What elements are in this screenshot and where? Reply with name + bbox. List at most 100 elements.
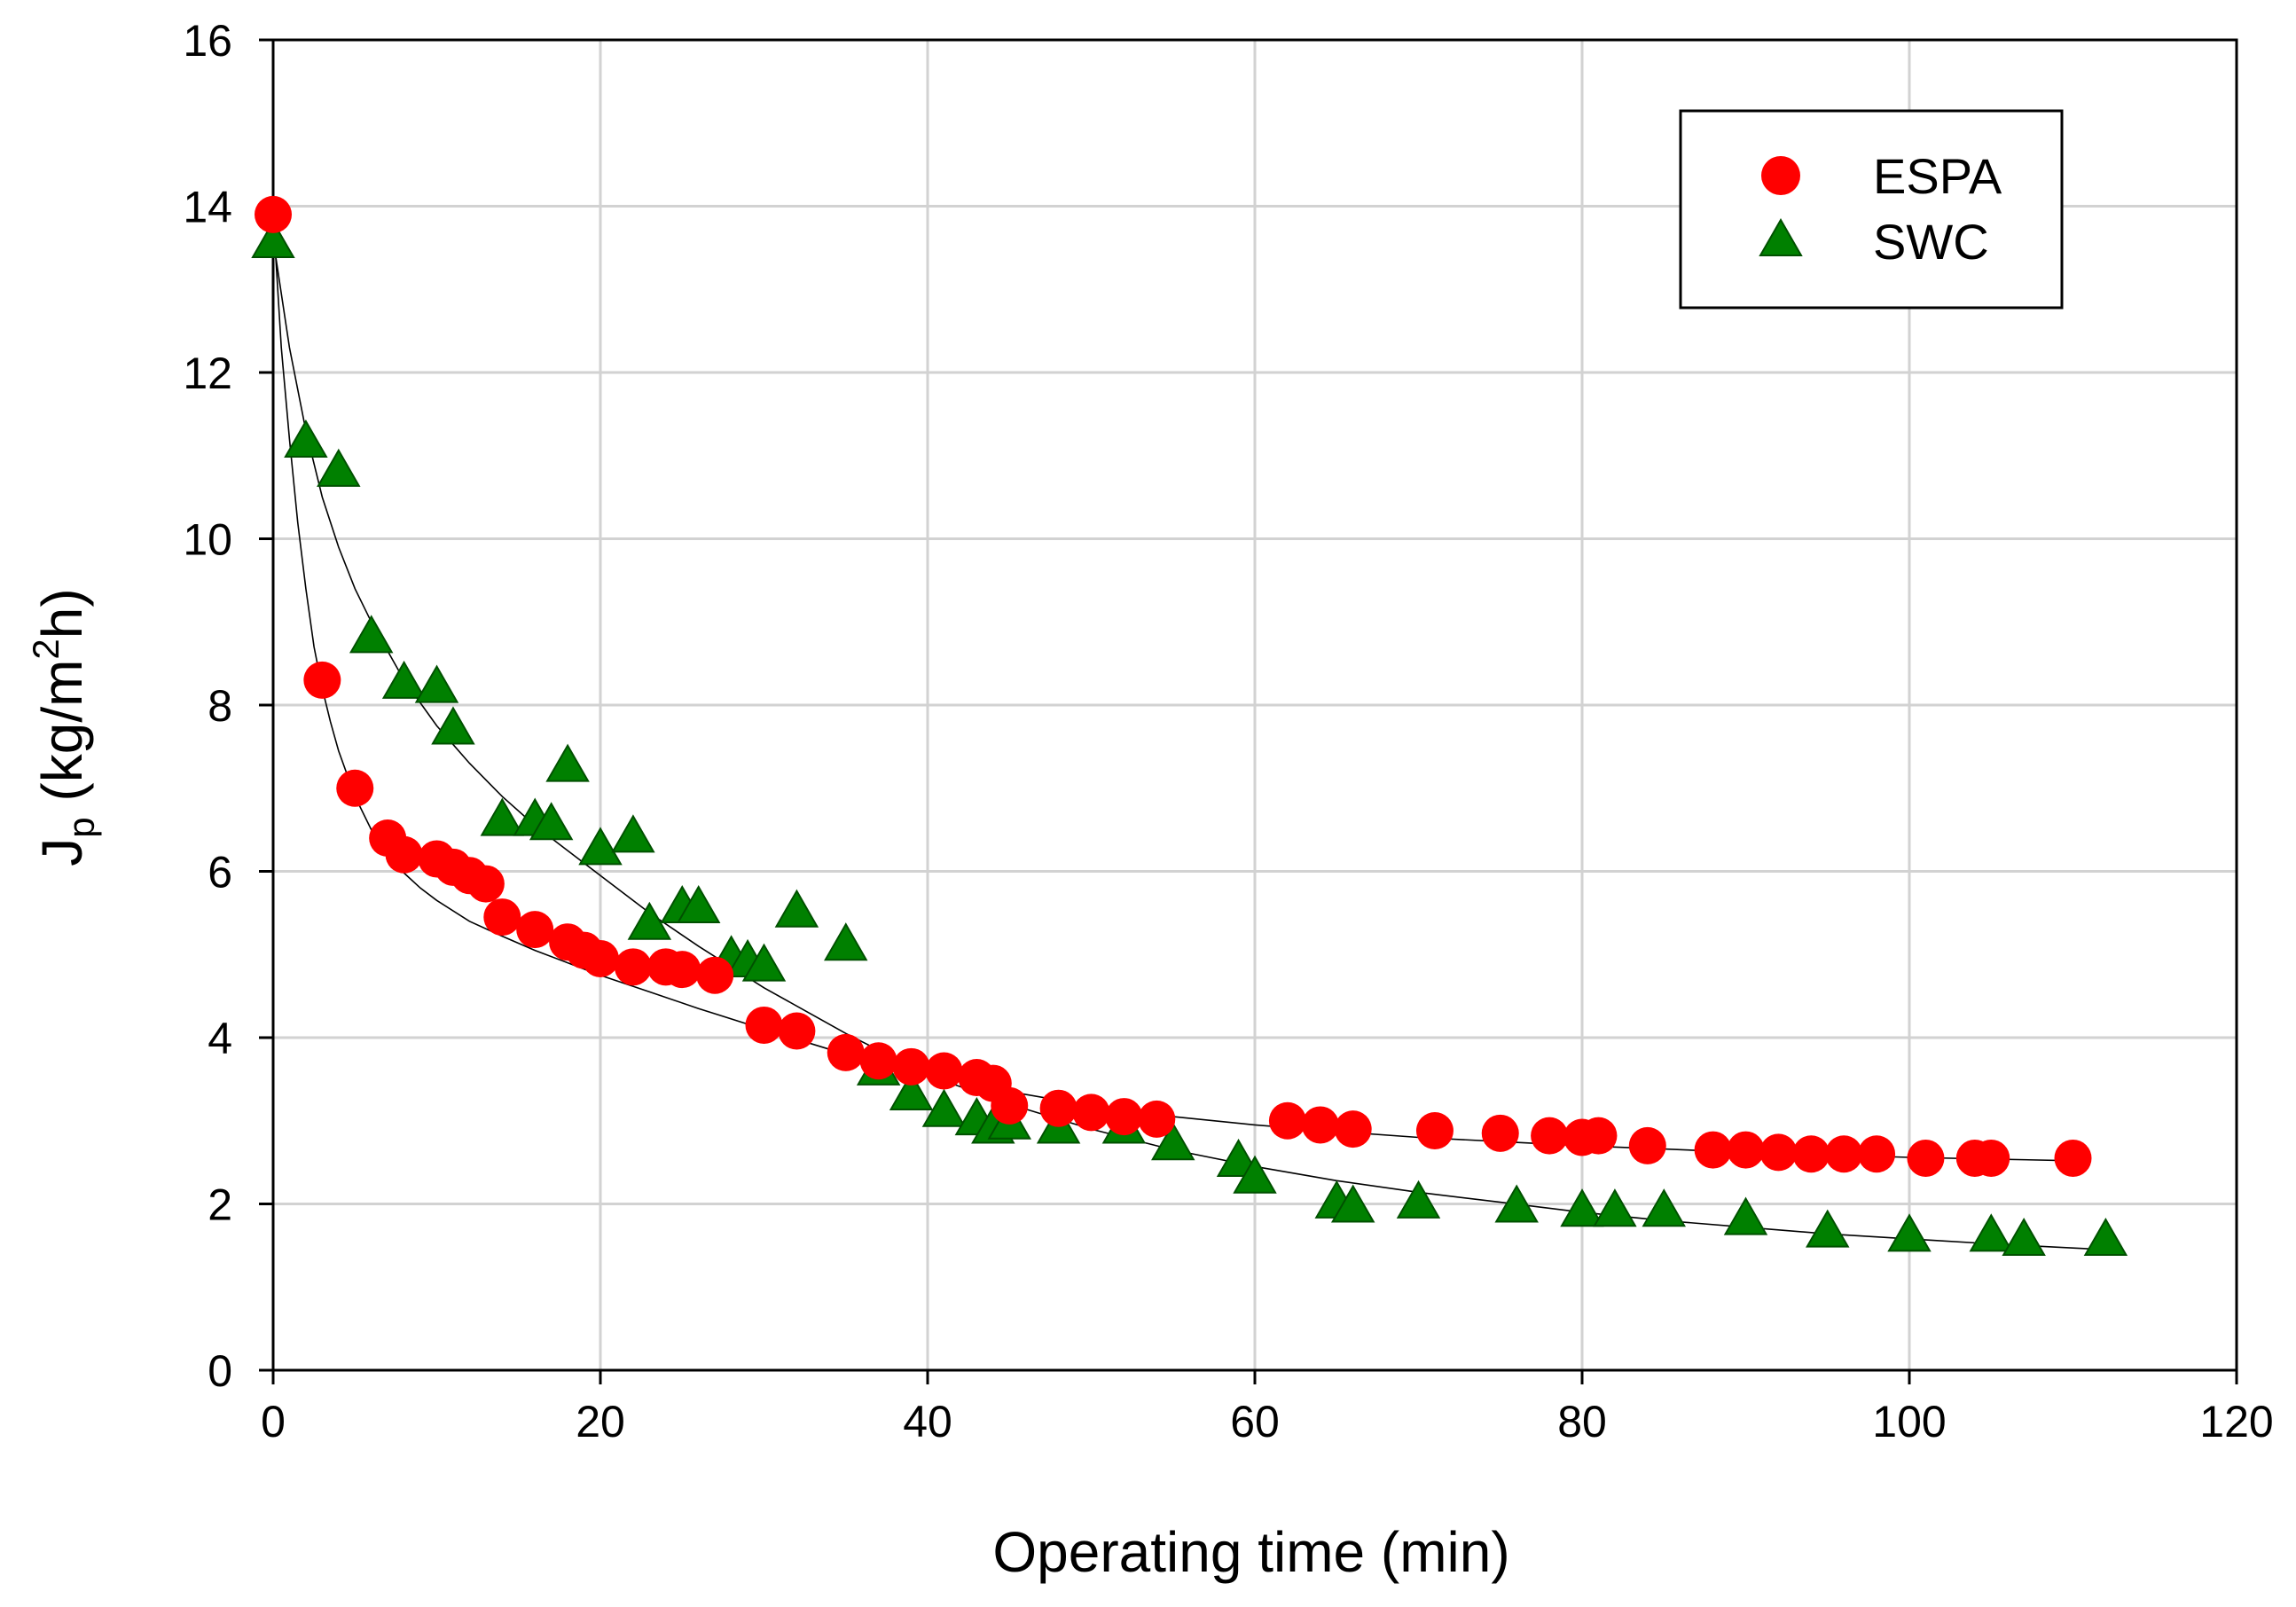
swc-point: [676, 884, 721, 923]
swc-point: [251, 219, 295, 258]
swc-point: [284, 419, 328, 458]
espa-point: [582, 939, 619, 977]
espa-point: [1727, 1131, 1765, 1169]
swc-point: [1723, 1196, 1768, 1235]
swc-point: [741, 943, 787, 982]
swc-point: [1560, 1188, 1604, 1227]
espa-point: [778, 1012, 816, 1050]
swc-point: [1396, 1180, 1441, 1219]
x-tick-label: 60: [1230, 1397, 1280, 1446]
y-tick-label: 14: [183, 183, 232, 232]
swc-point: [1593, 1188, 1637, 1227]
swc-point: [1330, 1184, 1375, 1223]
espa-point: [1579, 1117, 1618, 1155]
espa-point: [483, 898, 521, 937]
legend-marker-swc: [1759, 217, 1803, 256]
espa-point: [1072, 1094, 1110, 1132]
swc-point: [480, 797, 525, 836]
espa-point: [1301, 1106, 1339, 1144]
swc-point: [1969, 1213, 2013, 1252]
swc-point: [349, 615, 394, 654]
x-tick-label: 100: [1872, 1397, 1946, 1446]
y-axis-title-unit-close: h): [30, 588, 94, 639]
espa-point: [827, 1033, 865, 1071]
espa-point: [696, 956, 734, 994]
swc-point: [529, 802, 574, 841]
espa-point: [1628, 1126, 1666, 1164]
espa-point: [745, 1006, 783, 1044]
y-tick-label: 4: [208, 1014, 232, 1063]
x-tick-label: 0: [261, 1397, 286, 1446]
swc-point: [1887, 1213, 1932, 1252]
swc-point: [545, 743, 590, 782]
y-tick-label: 2: [208, 1180, 232, 1230]
espa-point: [1792, 1135, 1830, 1173]
espa-point: [1039, 1089, 1077, 1127]
swc-point: [317, 448, 361, 487]
y-tick-label: 10: [183, 515, 232, 565]
espa-point: [336, 769, 374, 807]
swc-point: [414, 664, 459, 703]
swc-point: [381, 660, 427, 699]
swc-point: [1233, 1155, 1277, 1194]
espa-point: [925, 1052, 963, 1090]
fit-line-swc: [272, 239, 2106, 1250]
y-tick-label: 16: [183, 16, 232, 66]
x-tick-label: 40: [903, 1397, 952, 1446]
espa-point: [663, 951, 701, 989]
swc-point: [431, 706, 475, 745]
espa-point: [892, 1047, 930, 1086]
swc-point: [2083, 1217, 2128, 1256]
legend-marker-espa: [1761, 156, 1800, 195]
swc-point: [824, 922, 868, 961]
espa-point: [859, 1042, 897, 1080]
y-tick-label: 8: [208, 681, 232, 731]
espa-point: [614, 948, 652, 986]
y-axis-title-subscript: p: [60, 817, 102, 837]
espa-point: [1907, 1139, 1945, 1177]
espa-point: [516, 911, 554, 949]
swc-point: [889, 1071, 934, 1110]
espa-point: [1334, 1110, 1372, 1148]
y-axis-title-unit-open: (kg/m: [30, 660, 94, 818]
espa-point: [991, 1086, 1029, 1125]
y-tick-label: 0: [208, 1346, 232, 1396]
swc-point: [921, 1088, 967, 1127]
y-axis-title-superscript: 2: [25, 639, 67, 659]
espa-point: [1481, 1114, 1519, 1152]
espa-point: [466, 865, 505, 903]
swc-point: [627, 901, 672, 940]
legend-label-espa: ESPA: [1873, 148, 2002, 204]
markers: [251, 195, 2128, 1256]
y-tick-label: 6: [208, 848, 232, 898]
swc-point: [611, 814, 655, 853]
espa-point: [1759, 1133, 1798, 1172]
espa-point: [1268, 1101, 1306, 1140]
swc-point: [1494, 1184, 1539, 1223]
x-axis-title: Operating time (min): [992, 1520, 1509, 1584]
espa-point: [2054, 1139, 2092, 1177]
espa-point: [1415, 1112, 1454, 1149]
legend-box: [1679, 109, 2064, 310]
legend-label-swc: SWC: [1873, 214, 1989, 270]
espa-point: [385, 835, 423, 874]
x-tick-label: 20: [576, 1397, 625, 1446]
swc-point: [2002, 1217, 2046, 1256]
y-axis-title-main: J: [30, 838, 94, 866]
espa-point: [303, 661, 341, 699]
swc-point: [1151, 1122, 1195, 1161]
espa-point: [1694, 1131, 1732, 1169]
legend: ESPA SWC: [1679, 109, 2064, 310]
espa-point: [1105, 1098, 1143, 1136]
espa-point: [1858, 1135, 1896, 1173]
swc-point: [1806, 1209, 1850, 1248]
x-tick-label: 120: [2199, 1397, 2273, 1446]
ticks: 0 20 40 60 80 100 120 0 2 4 6 8 10 12 14 16: [183, 16, 2273, 1446]
y-axis-title: Jp (kg/m2h): [25, 588, 102, 866]
espa-point: [1972, 1139, 2010, 1177]
y-tick-label: 12: [183, 349, 232, 398]
espa-point: [1531, 1117, 1569, 1155]
espa-point: [255, 195, 292, 233]
swc-point: [774, 889, 819, 928]
